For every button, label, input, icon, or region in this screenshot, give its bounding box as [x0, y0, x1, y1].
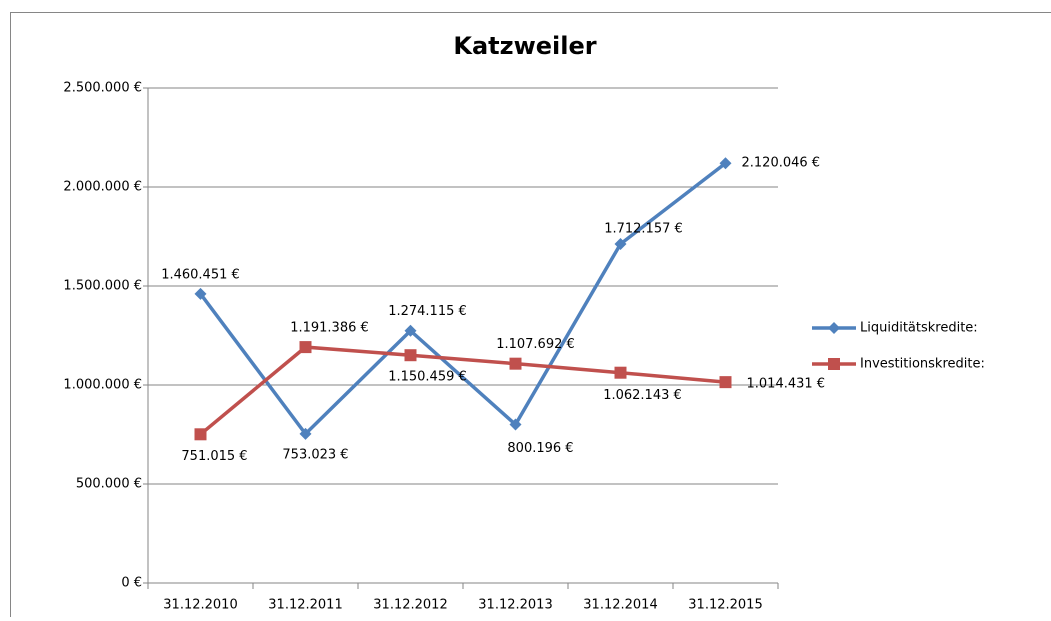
- x-tick-label: 31.12.2012: [373, 598, 447, 613]
- legend-marker: [828, 358, 840, 370]
- data-label: 1.062.143 €: [603, 388, 682, 403]
- marker: [510, 358, 522, 370]
- x-tick-label: 31.12.2015: [688, 598, 762, 613]
- chart-frame: [11, 13, 1051, 618]
- data-label: 1.712.157 €: [604, 221, 683, 236]
- data-label: 1.107.692 €: [496, 337, 575, 352]
- x-tick-label: 31.12.2013: [478, 598, 552, 613]
- y-tick-label: 1.500.000 €: [63, 279, 142, 294]
- x-tick-label: 31.12.2010: [163, 598, 237, 613]
- data-label: 751.015 €: [181, 449, 247, 464]
- x-tick-label: 31.12.2014: [583, 598, 657, 613]
- marker: [300, 341, 312, 353]
- y-tick-label: 2.000.000 €: [63, 180, 142, 195]
- data-label: 1.460.451 €: [161, 267, 240, 282]
- data-label: 1.014.431 €: [747, 377, 826, 392]
- data-label: 753.023 €: [282, 447, 348, 462]
- marker: [720, 376, 732, 388]
- data-label: 1.274.115 €: [388, 304, 467, 319]
- chart-title: Katzweiler: [453, 32, 596, 60]
- y-tick-label: 2.500.000 €: [63, 81, 142, 96]
- data-label: 1.191.386 €: [290, 321, 369, 336]
- marker: [615, 367, 627, 379]
- y-tick-label: 500.000 €: [76, 477, 142, 492]
- marker: [195, 428, 207, 440]
- y-tick-label: 0 €: [121, 576, 142, 591]
- y-tick-label: 1.000.000 €: [63, 378, 142, 393]
- marker: [405, 349, 417, 361]
- legend-label: Liquiditätskredite:: [860, 321, 978, 336]
- legend-label: Investitionskredite:: [860, 357, 985, 372]
- x-tick-label: 31.12.2011: [268, 598, 342, 613]
- data-label: 1.150.459 €: [388, 370, 467, 385]
- data-label: 2.120.046 €: [742, 156, 821, 171]
- data-label: 800.196 €: [507, 441, 573, 456]
